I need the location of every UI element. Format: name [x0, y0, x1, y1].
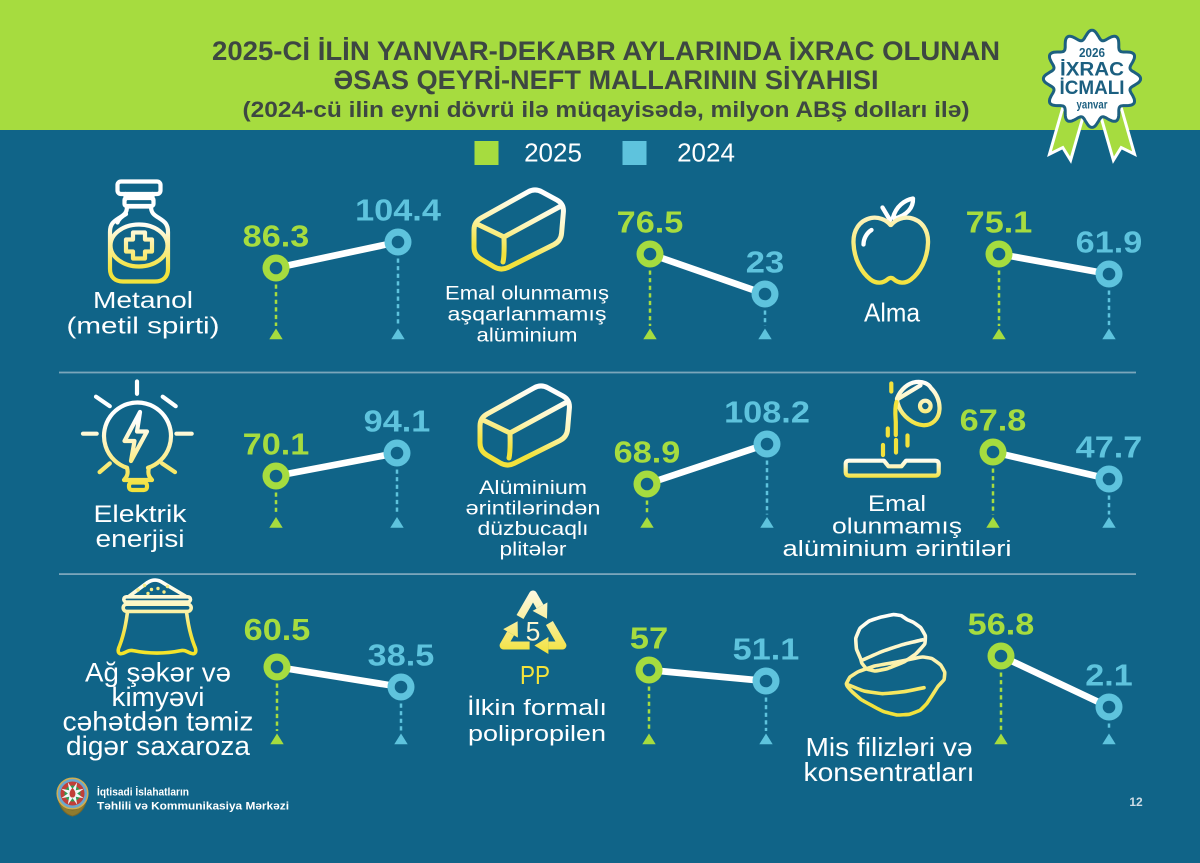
svg-text:Alma: Alma: [864, 298, 920, 328]
svg-text:2026: 2026: [1079, 46, 1105, 60]
svg-text:Ağ şəkər və: Ağ şəkər və: [85, 658, 231, 688]
svg-text:ƏSAS QEYRİ-NEFT MALLARININ SİY: ƏSAS QEYRİ-NEFT MALLARININ SİYAHISI: [334, 65, 879, 95]
svg-text:aşqarlanmamış: aşqarlanmamış: [448, 305, 607, 326]
svg-text:polipropilen: polipropilen: [468, 721, 606, 746]
svg-text:56.8: 56.8: [968, 607, 1035, 642]
svg-text:68.9: 68.9: [614, 435, 681, 470]
svg-text:plitələr: plitələr: [500, 539, 568, 561]
svg-text:İqtisadi İslahatların: İqtisadi İslahatların: [97, 786, 189, 799]
svg-text:İXRAC: İXRAC: [1060, 60, 1124, 81]
svg-text:Təhlili və Kommunikasiya Mərkə: Təhlili və Kommunikasiya Mərkəzi: [97, 801, 289, 813]
svg-text:enerjisi: enerjisi: [96, 526, 185, 553]
svg-text:57: 57: [630, 621, 668, 656]
svg-text:108.2: 108.2: [724, 395, 810, 430]
svg-text:Metanol: Metanol: [93, 287, 193, 313]
svg-text:76.5: 76.5: [617, 205, 684, 240]
svg-text:PP: PP: [520, 660, 550, 690]
svg-text:Alüminium: Alüminium: [479, 477, 587, 499]
svg-text:2025: 2025: [524, 138, 582, 168]
svg-text:Elektrik: Elektrik: [94, 501, 188, 528]
svg-text:12: 12: [1129, 795, 1143, 809]
svg-text:104.4: 104.4: [355, 193, 442, 228]
svg-text:konsentratları: konsentratları: [804, 757, 975, 787]
svg-text:94.1: 94.1: [364, 404, 431, 439]
svg-text:cəhətdən təmiz: cəhətdən təmiz: [63, 707, 254, 737]
svg-text:ərintilərindən: ərintilərindən: [466, 498, 601, 520]
svg-text:alüminium ərintiləri: alüminium ərintiləri: [783, 536, 1012, 561]
svg-text:5: 5: [526, 617, 541, 647]
svg-text:86.3: 86.3: [243, 219, 310, 254]
svg-text:47.7: 47.7: [1076, 430, 1143, 465]
svg-text:kimyəvi: kimyəvi: [112, 682, 205, 712]
svg-text:2.1: 2.1: [1085, 658, 1132, 693]
svg-text:İCMALI: İCMALI: [1060, 78, 1125, 99]
svg-text:düzbucaqlı: düzbucaqlı: [478, 518, 589, 540]
svg-text:75.1: 75.1: [966, 205, 1033, 240]
svg-text:2025-Cİ İLİN YANVAR-DEKABR AYL: 2025-Cİ İLİN YANVAR-DEKABR AYLARINDA İXR…: [212, 36, 1000, 66]
svg-text:23: 23: [746, 245, 784, 280]
svg-text:61.9: 61.9: [1076, 225, 1143, 260]
svg-text:(metil spirti): (metil spirti): [67, 313, 220, 339]
svg-text:olunmamış: olunmamış: [832, 514, 962, 539]
svg-text:yanvar: yanvar: [1077, 100, 1108, 112]
svg-text:60.5: 60.5: [244, 612, 311, 647]
svg-text:Emal: Emal: [868, 491, 926, 516]
svg-text:38.5: 38.5: [368, 638, 435, 673]
svg-text:İlkin formalı: İlkin formalı: [467, 695, 607, 720]
svg-text:67.8: 67.8: [960, 403, 1027, 438]
svg-text:51.1: 51.1: [733, 632, 800, 667]
svg-text:2024: 2024: [677, 138, 735, 168]
svg-text:digər saxaroza: digər saxaroza: [66, 731, 250, 761]
svg-text:Mis filizləri və: Mis filizləri və: [806, 732, 973, 762]
svg-text:Emal olunmamış: Emal olunmamış: [445, 284, 609, 305]
svg-text:alüminium: alüminium: [477, 326, 578, 347]
svg-text:70.1: 70.1: [243, 427, 310, 462]
svg-text:(2024-cü ilin eyni dövrü ilə m: (2024-cü ilin eyni dövrü ilə müqayisədə,…: [243, 97, 970, 122]
